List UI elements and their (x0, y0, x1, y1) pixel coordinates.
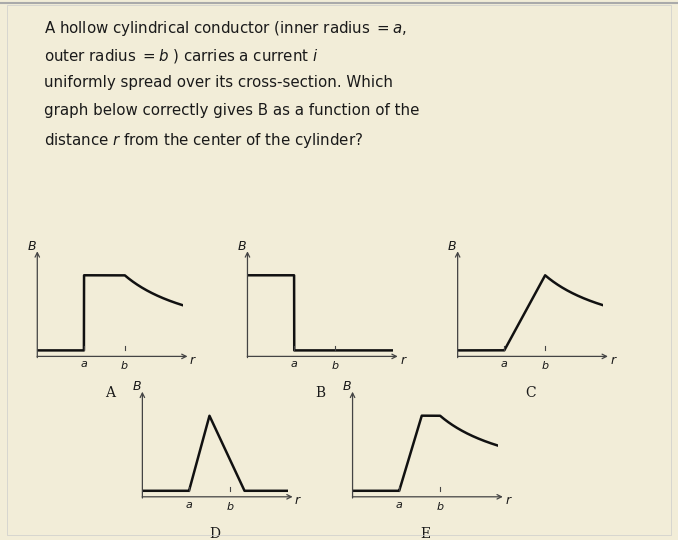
Text: C: C (525, 387, 536, 400)
Text: $b$: $b$ (121, 360, 129, 372)
Text: $B$: $B$ (342, 380, 352, 394)
Text: $a$: $a$ (290, 360, 298, 369)
Text: $r$: $r$ (610, 354, 618, 367)
Text: $B$: $B$ (132, 380, 142, 394)
Text: $a$: $a$ (80, 360, 88, 369)
Text: $a$: $a$ (395, 500, 403, 510)
Text: graph below correctly gives B as a function of the: graph below correctly gives B as a funct… (44, 103, 420, 118)
Text: outer radius $= b$ ) carries a current $i$: outer radius $= b$ ) carries a current $… (44, 47, 319, 65)
Text: $b$: $b$ (541, 360, 549, 372)
Text: $B$: $B$ (447, 240, 457, 253)
Text: distance $r$ from the center of the cylinder?: distance $r$ from the center of the cyli… (44, 131, 363, 150)
Text: $b$: $b$ (331, 360, 339, 372)
Text: uniformly spread over its cross-section. Which: uniformly spread over its cross-section.… (44, 75, 393, 90)
Text: E: E (420, 527, 431, 540)
Text: $r$: $r$ (399, 354, 407, 367)
Text: $b$: $b$ (226, 500, 234, 512)
Text: D: D (210, 527, 221, 540)
Text: $a$: $a$ (185, 500, 193, 510)
Text: $r$: $r$ (294, 494, 302, 507)
Text: $B$: $B$ (237, 240, 247, 253)
Text: $a$: $a$ (500, 360, 508, 369)
Text: $r$: $r$ (189, 354, 197, 367)
Text: $r$: $r$ (504, 494, 513, 507)
Text: A: A (105, 387, 115, 400)
Text: $b$: $b$ (436, 500, 444, 512)
Text: $B$: $B$ (26, 240, 37, 253)
Text: B: B (315, 387, 325, 400)
Text: A hollow cylindrical conductor (inner radius $=a$,: A hollow cylindrical conductor (inner ra… (44, 19, 407, 38)
